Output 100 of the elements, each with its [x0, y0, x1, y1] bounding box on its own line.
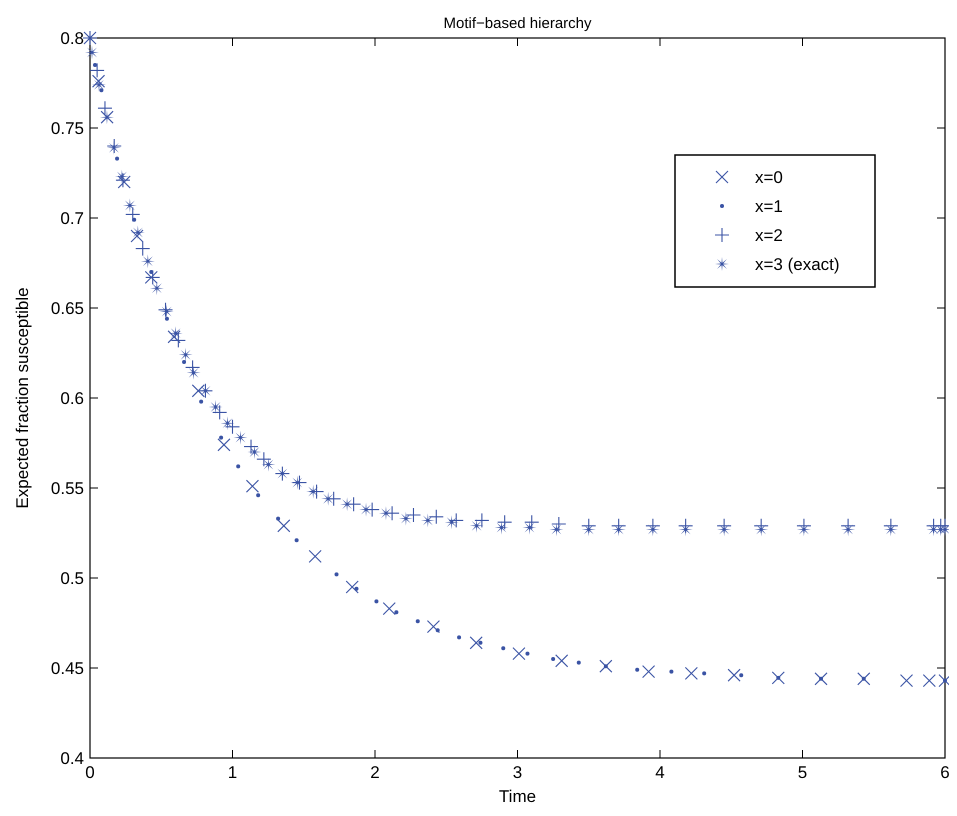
point [374, 599, 378, 604]
point [814, 672, 828, 686]
point [716, 518, 732, 534]
legend-label: x=3 (exact) [755, 255, 840, 274]
point [224, 419, 240, 434]
legend-label: x=1 [755, 197, 783, 216]
point [776, 676, 780, 680]
y-tick-label: 0.8 [60, 29, 84, 48]
point [448, 512, 464, 528]
point [549, 522, 564, 536]
point [168, 330, 181, 344]
point [522, 520, 536, 535]
point [292, 475, 308, 490]
point [669, 670, 674, 674]
point [243, 439, 259, 454]
point [261, 458, 276, 472]
point [125, 206, 140, 222]
point [382, 602, 396, 616]
point [334, 572, 339, 576]
point [457, 635, 462, 640]
point [684, 666, 698, 680]
point [416, 619, 420, 624]
point [217, 438, 230, 452]
point [436, 628, 440, 632]
point [551, 516, 566, 532]
point [883, 518, 898, 534]
point [678, 518, 694, 534]
point [122, 198, 137, 212]
point [346, 580, 359, 594]
point [354, 586, 358, 591]
point [525, 652, 530, 656]
point [604, 664, 608, 668]
y-tick-label: 0.4 [60, 749, 84, 768]
point [208, 400, 223, 414]
point [135, 241, 150, 256]
x-tick-label: 4 [655, 763, 665, 782]
point [219, 436, 224, 440]
y-axis-title: Expected fraction susceptible [13, 287, 32, 509]
point [474, 512, 490, 528]
point [308, 550, 322, 563]
point [92, 74, 106, 88]
point [199, 400, 204, 404]
point [90, 62, 105, 78]
point [220, 416, 235, 430]
point [84, 45, 99, 60]
point [576, 660, 581, 665]
point [114, 170, 129, 184]
point [497, 514, 512, 530]
point [115, 156, 120, 161]
x-tick-label: 3 [512, 763, 522, 782]
point [246, 480, 259, 493]
point [470, 518, 484, 533]
point [862, 676, 866, 681]
point [501, 646, 506, 650]
x-axis-title: Time [498, 787, 536, 806]
point [170, 332, 186, 348]
point [635, 668, 640, 672]
point [256, 452, 272, 467]
y-tick-label: 0.65 [50, 299, 84, 318]
point [642, 665, 656, 678]
y-tick-label: 0.7 [60, 209, 84, 228]
point [130, 225, 145, 240]
point [256, 493, 260, 498]
legend-label: x=2 [755, 226, 783, 245]
point [796, 518, 812, 534]
point [857, 672, 870, 686]
point [346, 496, 362, 512]
point [168, 326, 183, 340]
point [236, 464, 240, 468]
x-tick-label: 0 [85, 763, 95, 782]
point [164, 316, 169, 321]
point [398, 512, 413, 526]
point [186, 366, 201, 380]
point [97, 100, 113, 116]
point [99, 88, 104, 92]
point [192, 384, 205, 398]
point [185, 360, 200, 375]
point [130, 229, 144, 243]
point [900, 674, 914, 688]
point [754, 518, 769, 534]
x-tick-label: 6 [940, 763, 950, 782]
point [428, 509, 444, 524]
point [309, 484, 324, 500]
point [581, 518, 596, 534]
point [922, 674, 936, 688]
y-tick-label: 0.55 [50, 479, 84, 498]
point [772, 671, 785, 684]
chart-title: Motif−based hierarchy [444, 15, 592, 32]
point [840, 518, 856, 534]
point [178, 348, 193, 362]
point [140, 254, 155, 268]
x-tick-label: 2 [370, 763, 380, 782]
point [611, 518, 626, 534]
point [551, 657, 556, 661]
point [394, 610, 398, 614]
point [406, 507, 422, 523]
point [426, 620, 440, 634]
x-tick-label: 5 [798, 763, 808, 782]
point [819, 676, 824, 681]
point [212, 404, 228, 420]
